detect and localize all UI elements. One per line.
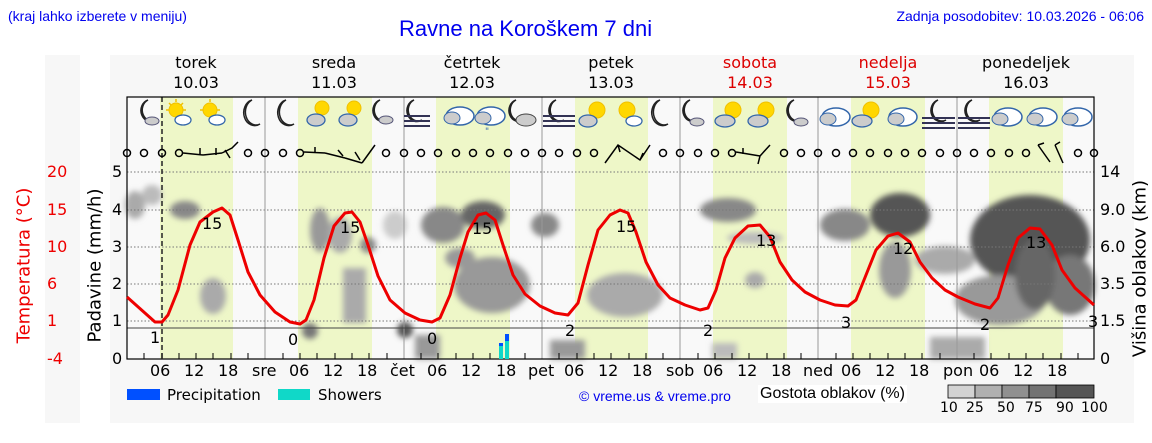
weather-icons: " — [140, 99, 1093, 137]
cloud-height-tick: 9.0 — [1100, 200, 1126, 219]
day-header: sreda 11.03 — [311, 53, 357, 92]
cloud-icon — [991, 107, 1023, 127]
precipitation-bars — [499, 334, 509, 359]
svg-text:3: 3 — [1088, 312, 1098, 331]
moon-cloud-icon — [786, 99, 809, 127]
day-header: ponedeljek 16.03 — [982, 53, 1070, 92]
page-title: Ravne na Koroškem 7 dni — [399, 16, 653, 41]
svg-text:0: 0 — [427, 329, 437, 348]
precip-tick: 1 — [112, 311, 123, 330]
svg-text:12: 12 — [893, 239, 913, 258]
cloud-icon — [819, 107, 851, 127]
sun-cloud-icon — [851, 101, 880, 128]
temperature-line — [126, 206, 1096, 326]
cloud-drizzle-icon: " — [474, 106, 506, 137]
moon-cloud-icon — [682, 99, 705, 127]
cloud-height-tick: 1.5 — [1100, 311, 1126, 330]
svg-text:15: 15 — [616, 217, 636, 236]
moon-cloud-icon — [372, 99, 394, 125]
precip-tick: 3 — [112, 237, 123, 256]
svg-text:15: 15 — [340, 218, 360, 237]
legend-precipitation: Precipitation — [167, 386, 261, 404]
cloud-density-scale — [947, 384, 1095, 399]
cloud-height-tick: 0 — [1100, 349, 1111, 368]
hour-ticks — [143, 353, 1079, 359]
sun-cloud-icon — [714, 101, 742, 128]
legend-showers: Showers — [318, 386, 382, 404]
svg-text:2: 2 — [980, 315, 990, 334]
svg-text:15: 15 — [202, 214, 222, 233]
cloud-height-tick: 6.0 — [1100, 237, 1126, 256]
moon-icon — [650, 99, 669, 127]
sun-cloud-icon — [747, 101, 775, 128]
svg-text:2: 2 — [703, 321, 713, 340]
wind-indicators — [122, 141, 1099, 165]
sun-cloud-icon — [578, 101, 606, 128]
sun-cloud-icon — [166, 99, 192, 126]
cloud-icon — [887, 107, 918, 127]
precipitation-swatch — [127, 389, 160, 400]
temp-tick: 15 — [47, 200, 68, 219]
day-header: četrtek 12.03 — [443, 53, 501, 92]
moon-icon — [242, 99, 261, 127]
svg-text:": " — [485, 127, 489, 137]
cloud-icon — [1061, 107, 1093, 127]
sun-cloud-icon — [200, 99, 226, 126]
precip-tick: 4 — [112, 200, 123, 219]
moon-fog-icon — [404, 99, 430, 127]
sun-cloud-icon — [618, 101, 643, 127]
precip-tick: 5 — [112, 162, 123, 181]
temp-tick: 1 — [47, 311, 58, 330]
day-separators — [264, 97, 958, 359]
moon-fog-icon — [958, 99, 990, 129]
moon-icon — [276, 99, 295, 127]
svg-text:0: 0 — [288, 330, 298, 349]
cloud-icon — [443, 106, 475, 126]
svg-text:3: 3 — [841, 313, 851, 332]
svg-text:2: 2 — [565, 321, 575, 340]
svg-text:15: 15 — [472, 219, 492, 238]
temp-tick: -4 — [47, 349, 63, 368]
temp-tick: 10 — [47, 237, 68, 256]
svg-text:13: 13 — [1026, 233, 1046, 252]
temperature-annotations: 15 15 15 15 13 12 13 1 0 0 2 2 3 2 3 — [150, 214, 1098, 349]
temp-tick: 6 — [47, 274, 58, 293]
svg-text:1: 1 — [150, 328, 160, 347]
cloud-height-tick: 3.5 — [1100, 274, 1126, 293]
day-header-weekend: sobota 14.03 — [722, 53, 778, 92]
region-select-hint[interactable]: (kraj lahko izberete v meniju) — [8, 8, 187, 24]
copyright-link[interactable]: © vreme.us & vreme.pro — [579, 388, 731, 404]
x-axis-labels: 06 12 18 sre 06 12 18 čet 06 12 18 pet 0… — [150, 361, 1068, 380]
showers-swatch — [278, 389, 310, 400]
precip-tick: 2 — [112, 274, 123, 293]
sun-cloud-icon — [338, 100, 362, 127]
day-header: petek 13.03 — [588, 53, 634, 92]
day-header: torek 10.03 — [173, 53, 219, 92]
moon-fog-icon — [922, 99, 955, 129]
temp-tick: 20 — [47, 162, 68, 181]
cloud-icon — [1026, 107, 1058, 127]
cloud-density-label: Gostota oblakov (%) — [758, 385, 907, 403]
day-header-weekend: nedelja 15.03 — [858, 53, 918, 92]
svg-text:13: 13 — [756, 231, 776, 250]
sun-cloud-icon — [306, 100, 330, 127]
last-update: Zadnja posodobitev: 10.03.2026 - 06:06 — [896, 8, 1144, 24]
moon-cloud-icon — [140, 99, 160, 126]
cloud-height-tick: 14 — [1100, 162, 1121, 181]
moon-fog-icon — [543, 99, 575, 127]
precip-tick: 0 — [112, 349, 123, 368]
temp-axis-panel — [45, 55, 80, 423]
moon-cloud-icon — [508, 99, 537, 127]
